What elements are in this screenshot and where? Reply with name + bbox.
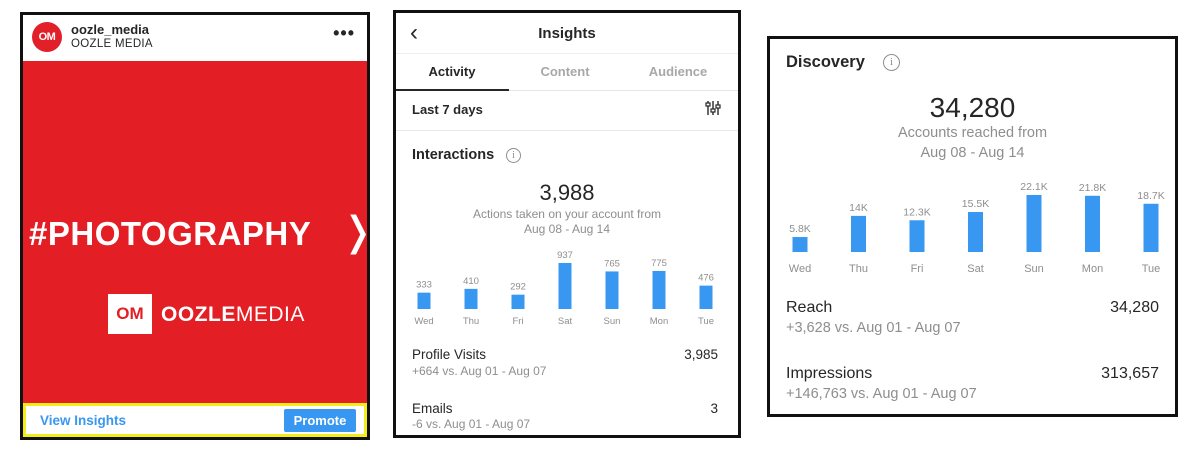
chart-value-label: 5.8K (789, 223, 811, 235)
chart-category-label: Sat (967, 263, 984, 275)
chart-bar-sat (968, 212, 983, 252)
profile-visits-label: Profile Visits (412, 347, 487, 362)
chart-value-label: 292 (510, 282, 526, 293)
view-insights-link[interactable]: View Insights (40, 413, 127, 428)
profile-visits-value: 3,985 (684, 347, 718, 362)
reach-total: 34,280 (929, 92, 1016, 123)
reach-caption: Accounts reached from (897, 125, 1048, 141)
discovery-card: Discovery i 34,280 Accounts reached from… (767, 36, 1178, 417)
chart-bar-wed (417, 292, 431, 309)
chart-bar-tue (1143, 203, 1159, 252)
chart-value-label: 18.7K (1137, 190, 1164, 202)
chart-category-label: Thu (463, 316, 479, 327)
brand-logo-mark: OM (108, 294, 152, 334)
chart-category-label: Sun (1024, 263, 1044, 275)
chart-category-label: Mon (1082, 263, 1103, 275)
interactions-chart: 333 Wed 410 Thu 292 Fri 937 Sat 765 Sun 775 Mon 476 T… (414, 250, 714, 327)
chart-category-label: Tue (1142, 263, 1161, 275)
section-title: Interactions (412, 147, 495, 163)
chart-category-label: Sat (558, 316, 573, 327)
tab-activity[interactable]: Activity (428, 64, 476, 79)
chart-category-label: Fri (911, 263, 924, 275)
chart-value-label: 937 (557, 250, 573, 261)
chart-bar-wed (792, 237, 808, 252)
divider (396, 130, 738, 131)
chevron-right-icon[interactable]: ❭ (341, 212, 367, 252)
insights-tabs: Activity Content Audience (396, 53, 738, 91)
emails-value: 3 (710, 401, 718, 416)
chart-value-label: 15.5K (962, 198, 989, 210)
chart-bar-sat (558, 263, 572, 309)
chart-bar-mon (1085, 195, 1100, 252)
reach-label: Reach (786, 299, 833, 316)
post-actions-bar: View Insights Promote (23, 403, 367, 437)
impressions-label: Impressions (786, 365, 873, 382)
chart-value-label: 14K (849, 202, 868, 214)
reach-date-range: Aug 08 - Aug 14 (920, 145, 1025, 161)
chart-value-label: 12.3K (903, 206, 930, 218)
chart-category-label: Wed (789, 263, 811, 275)
tab-content[interactable]: Content (540, 64, 590, 79)
chart-category-label: Wed (414, 316, 433, 327)
chart-category-label: Tue (698, 316, 714, 327)
avatar[interactable]: OM (32, 22, 62, 52)
emails-delta: -6 vs. Aug 01 - Aug 07 (412, 417, 531, 431)
post-account-name: OOZLE MEDIA (71, 38, 153, 50)
interactions-caption: Actions taken on your account from (472, 207, 662, 221)
section-title: Discovery (786, 53, 865, 71)
post-image[interactable]: #PHOTOGRAPHY ❭ OM OOZLEMEDIA (23, 61, 367, 403)
reach-delta: +3,628 vs. Aug 01 - Aug 07 (786, 320, 961, 336)
chart-value-label: 410 (463, 276, 479, 287)
chart-value-label: 22.1K (1020, 181, 1047, 193)
interactions-total: 3,988 (539, 180, 595, 205)
info-icon[interactable]: i (883, 54, 900, 71)
post-header: OM oozle_media OOZLE MEDIA ••• (23, 15, 367, 59)
back-arrow-icon[interactable]: ‹ (410, 19, 418, 46)
chart-category-label: Thu (849, 263, 868, 275)
chart-bar-tue (699, 285, 713, 309)
chart-bar-sun (605, 271, 619, 309)
insights-screen: ‹ Insights Activity Content Audience Las… (393, 10, 741, 438)
impressions-delta: +146,763 vs. Aug 01 - Aug 07 (786, 386, 977, 402)
chart-value-label: 775 (651, 258, 667, 269)
chart-bar-fri (511, 294, 525, 309)
chart-bar-mon (652, 270, 666, 309)
insights-nav-bar: ‹ Insights (396, 13, 738, 53)
chart-bar-fri (909, 220, 925, 252)
active-tab-indicator (396, 89, 509, 91)
chart-value-label: 333 (416, 280, 432, 291)
promote-button[interactable]: Promote (284, 409, 356, 432)
brand-logo-wordmark: OOZLEMEDIA (161, 303, 305, 327)
more-options-icon[interactable]: ••• (333, 23, 355, 43)
tab-audience[interactable]: Audience (648, 64, 708, 79)
chart-category-label: Sun (604, 316, 621, 327)
page-title: Insights (538, 25, 596, 42)
chart-bar-thu (464, 288, 478, 309)
logo-word-bold: OOZLE (161, 303, 236, 326)
profile-visits-delta: +664 vs. Aug 01 - Aug 07 (412, 364, 547, 378)
impressions-value: 313,657 (1101, 365, 1159, 382)
chart-value-label: 765 (604, 258, 620, 269)
chart-bar-thu (851, 215, 866, 252)
reach-value: 34,280 (1110, 299, 1159, 316)
date-range-selector[interactable]: Last 7 days (412, 102, 483, 117)
post-username[interactable]: oozle_media (71, 22, 150, 37)
chart-category-label: Fri (512, 316, 523, 327)
sliders-icon[interactable] (704, 99, 722, 117)
post-hashtag-text: #PHOTOGRAPHY (29, 215, 312, 252)
emails-label: Emails (412, 401, 453, 416)
logo-word-light: MEDIA (235, 303, 305, 326)
chart-bar-sun (1026, 195, 1042, 252)
chart-category-label: Mon (650, 316, 668, 327)
interactions-date-range: Aug 08 - Aug 14 (523, 222, 611, 236)
discovery-chart: 5.8K Wed 14K Thu 12.3K Fri 15.5K Sat 22.1K Sun 21.… (789, 181, 1165, 275)
info-icon[interactable]: i (506, 148, 521, 163)
chart-value-label: 476 (698, 273, 714, 284)
post-card: OM oozle_media OOZLE MEDIA ••• #PHOTOGRA… (20, 12, 370, 440)
chart-value-label: 21.8K (1079, 182, 1106, 194)
